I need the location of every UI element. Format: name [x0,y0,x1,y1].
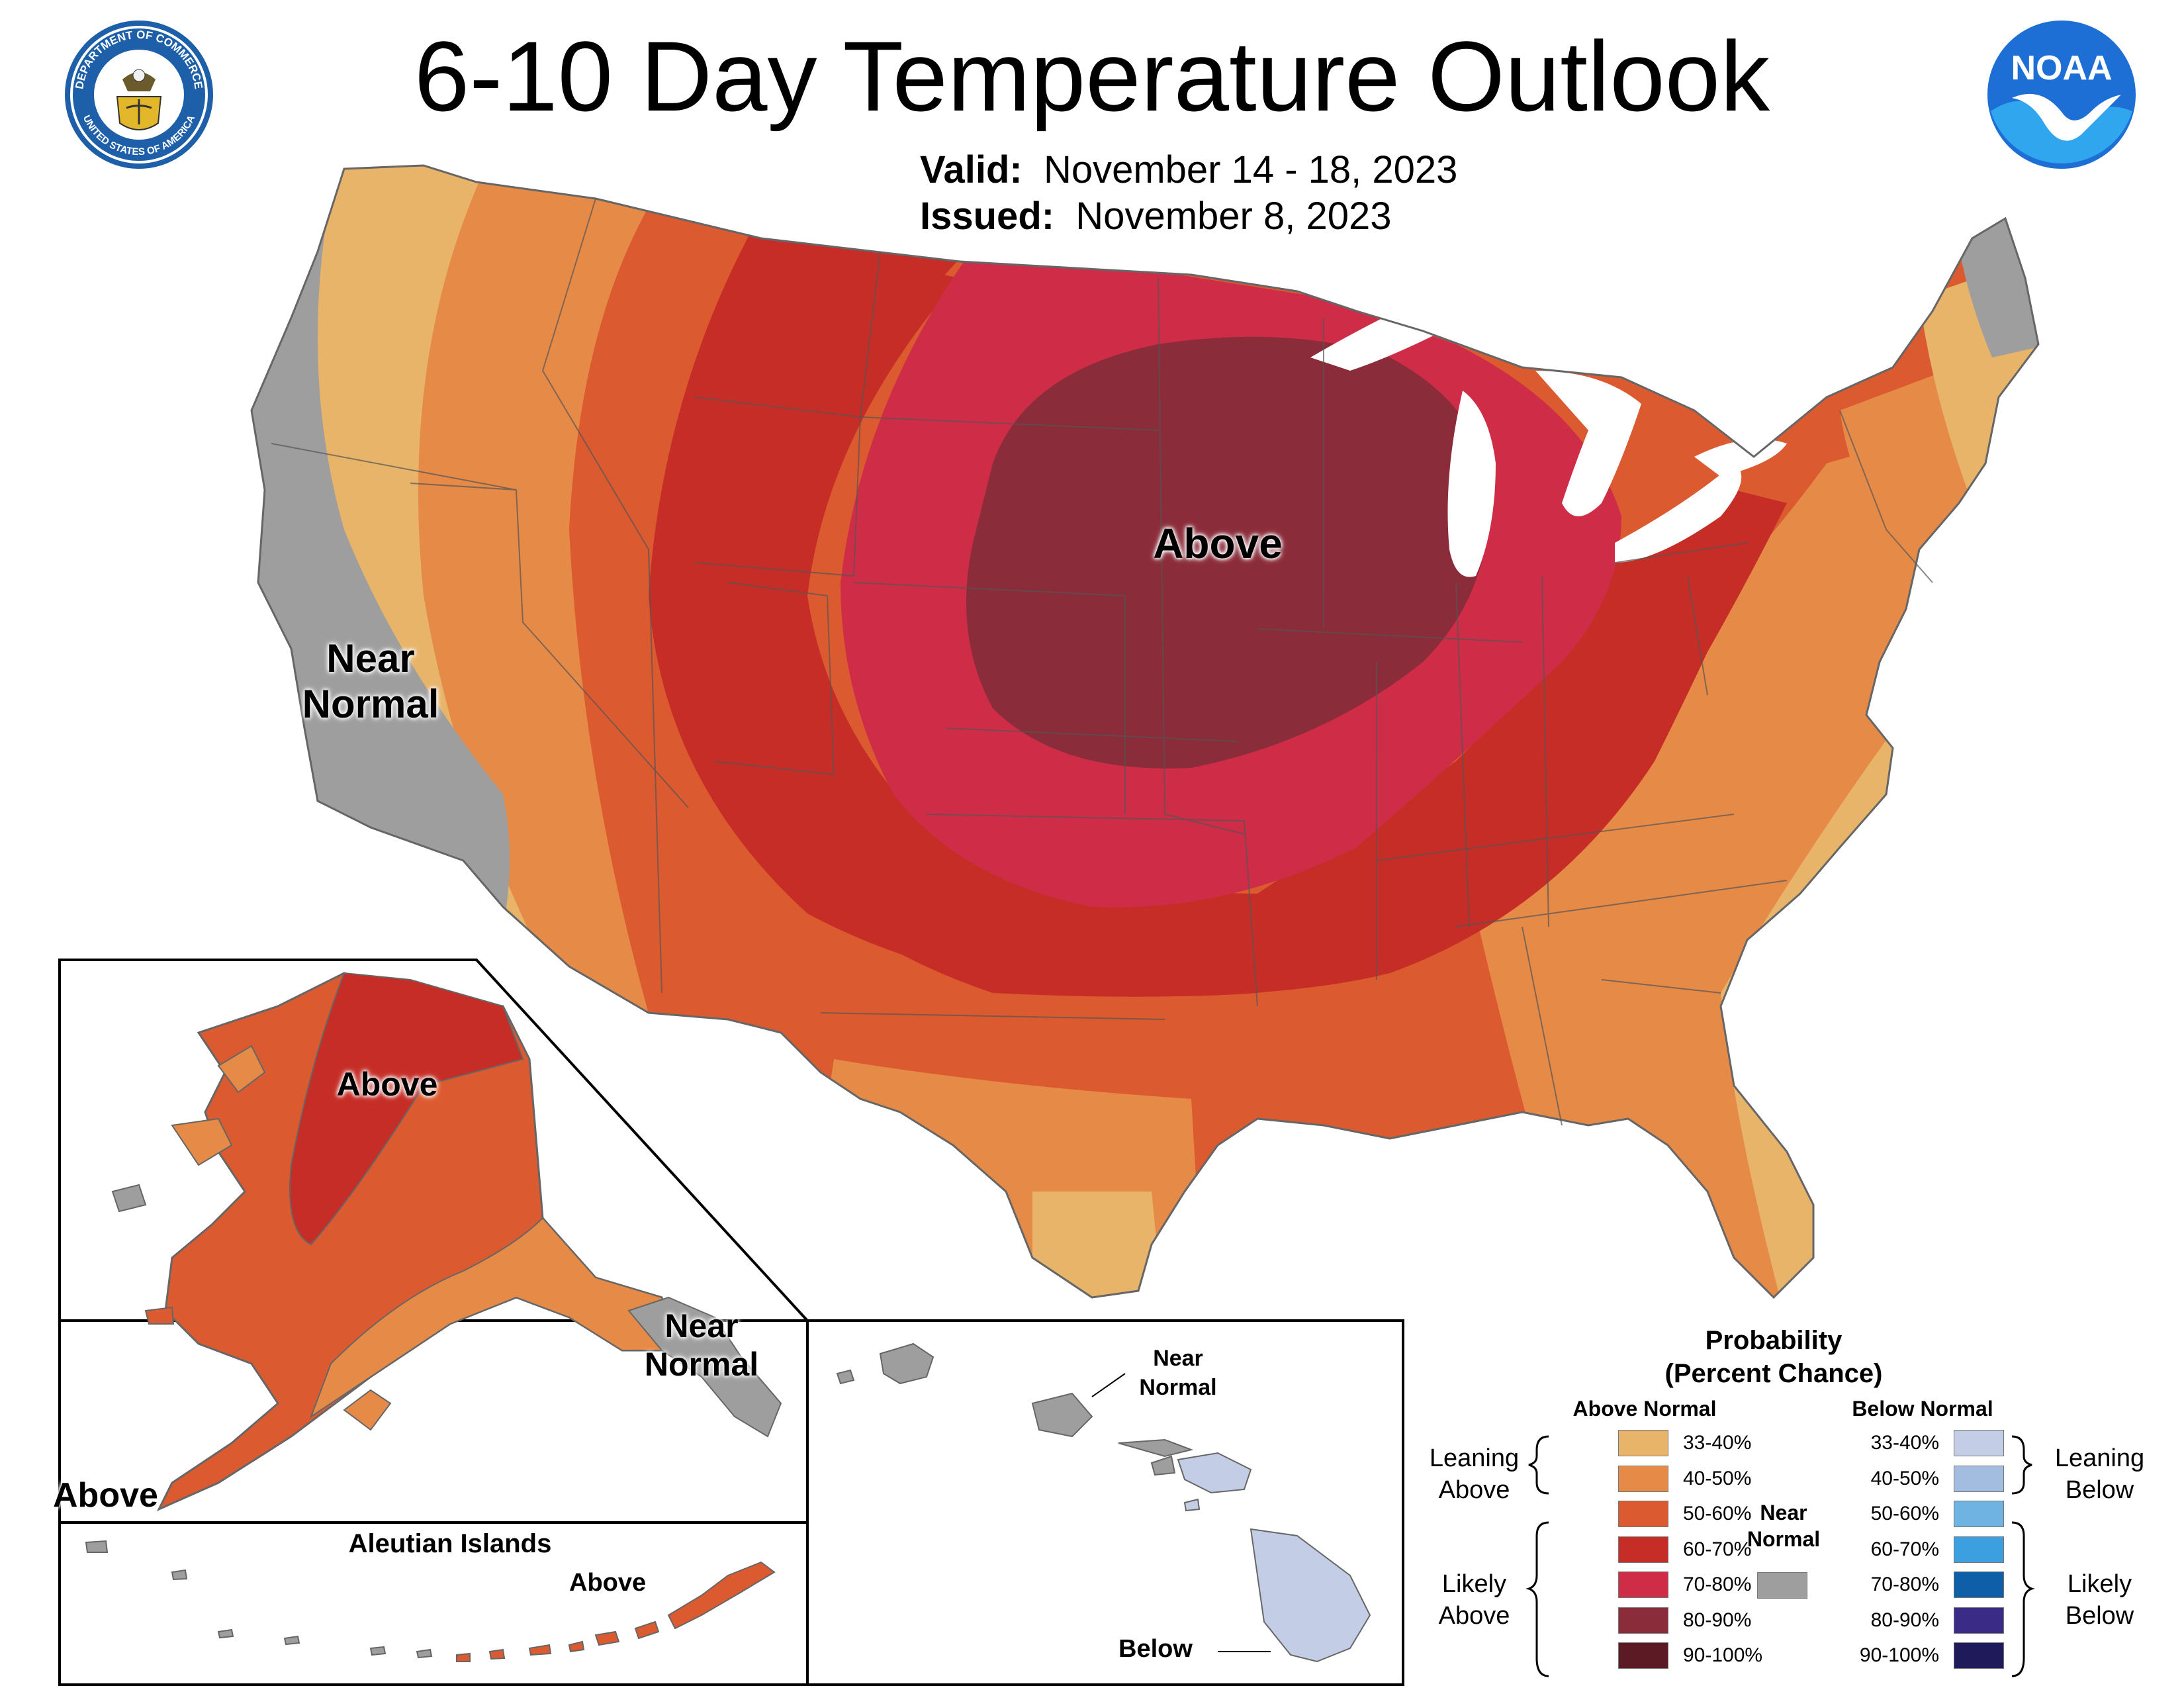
legend-leaning-below: Leaning Below [2045,1443,2154,1506]
legend-leaning-above: Leaning Above [1420,1443,1529,1506]
legend-above-label: 40-50% [1683,1467,1752,1489]
label-near-normal-hawaii-line2: Normal [1139,1375,1217,1401]
legend-likely-below: Likely Below [2045,1569,2154,1632]
label-below-hawaii: Below [1118,1635,1193,1663]
legend-below-row: 33-40% [1846,1430,2004,1456]
legend-above-row: 80-90% [1618,1607,1776,1634]
legend-likely-above-line1: Likely [1441,1570,1507,1598]
legend-likely-above: Likely Above [1420,1569,1529,1632]
legend-likely-below-line2: Below [2065,1601,2134,1630]
legend-leaning-below-line2: Below [2065,1476,2134,1504]
legend-braces [1525,1435,2035,1677]
valid-value: November 14 - 18, 2023 [1043,148,1458,191]
legend-above-label: 33-40% [1683,1432,1752,1454]
legend-title: Probability (Percent Chance) [1641,1324,1906,1390]
legend-leaning-above-line1: Leaning [1429,1444,1520,1472]
legend-above-swatch [1618,1501,1668,1527]
legend-above-label: 70-80% [1683,1573,1752,1595]
noaa-text: NOAA [2011,49,2112,87]
label-near-normal-hawaii-line1: Near [1153,1346,1203,1371]
legend-near-header-line2: Normal [1747,1527,1821,1551]
legend-below-swatch [1954,1536,2004,1563]
legend-above-row: 60-70% [1618,1536,1776,1563]
label-above-conus: Above [1153,520,1283,567]
legend-title-line1: Probability [1705,1326,1843,1355]
legend-below-label: 70-80% [1870,1573,1939,1595]
label-near-normal-alaska-line1: Near [664,1307,739,1344]
legend-below-swatch [1954,1571,2004,1598]
legend-above-row: 50-60% [1618,1501,1776,1527]
label-above-aleutian: Above [569,1569,647,1597]
legend-above-label: 80-90% [1683,1609,1752,1631]
issued-label: Issued: [920,194,1055,238]
legend-likely-above-line2: Above [1438,1601,1510,1630]
noaa-logo: NOAA [1987,21,2136,169]
issued-value: November 8, 2023 [1075,194,1392,238]
legend-above-row: 33-40% [1618,1430,1776,1456]
legend-above-swatch [1618,1430,1668,1456]
legend-below-label: 50-60% [1870,1503,1939,1524]
label-above-alaska: Above [336,1066,438,1103]
legend-above-header: Above Normal [1572,1397,1717,1421]
legend-above-label: 50-60% [1683,1503,1752,1524]
legend-above-swatch [1618,1571,1668,1598]
legend-below-row: 90-100% [1846,1642,2004,1669]
legend-below-row: 80-90% [1846,1607,2004,1634]
legend-below-label: 40-50% [1870,1467,1939,1489]
legend-below-label: 33-40% [1870,1432,1939,1454]
legend-below-swatch [1954,1607,2004,1634]
legend-below-swatch [1954,1465,2004,1492]
legend-below-row: 70-80% [1846,1571,2004,1598]
label-near-normal-conus-line1: Near [326,636,415,680]
label-above-alaska-south: Above [53,1476,158,1515]
legend-near-header: Near Normal [1734,1499,1833,1552]
legend-above-label: 60-70% [1683,1538,1752,1560]
valid-label: Valid: [920,148,1023,191]
legend-below-swatch [1954,1642,2004,1669]
legend-below-swatch [1954,1430,2004,1456]
legend-below-label: 60-70% [1870,1538,1939,1560]
legend-below-header: Below Normal [1852,1397,1993,1421]
legend-above-row: 70-80% [1618,1571,1776,1598]
legend-above-swatch [1618,1536,1668,1563]
label-near-normal-conus: Near Normal [258,635,483,727]
legend-below-label: 80-90% [1870,1609,1939,1631]
legend-above-row: 90-100% [1618,1642,1776,1669]
legend-below-row: 60-70% [1846,1536,2004,1563]
legend-likely-below-line1: Likely [2067,1570,2132,1598]
legend-above-swatch [1618,1642,1668,1669]
legend-near-swatch [1757,1572,1807,1599]
legend-below-row: 50-60% [1846,1501,2004,1527]
legend-above-label: 90-100% [1683,1644,1763,1666]
page-title: 6-10 Day Temperature Outlook [414,21,1770,132]
legend-leaning-below-line1: Leaning [2054,1444,2145,1472]
legend-below-row: 40-50% [1846,1465,2004,1492]
label-near-normal-alaska: Near Normal [622,1307,781,1383]
alaska-inset [58,959,811,1686]
legend-above-swatch [1618,1607,1668,1634]
legend-above-row: 40-50% [1618,1465,1776,1492]
label-near-normal-hawaii: Near Normal [1112,1344,1244,1402]
legend-near-header-line1: Near [1760,1501,1807,1524]
valid-dates: Valid: November 14 - 18, 2023 Issued: No… [920,147,1457,239]
label-near-normal-conus-line2: Normal [302,682,439,726]
legend-leaning-above-line2: Above [1438,1476,1510,1504]
aleutian-islands-title: Aleutian Islands [348,1529,552,1558]
legend-below-swatch [1954,1501,2004,1527]
legend-title-line2: (Percent Chance) [1664,1359,1883,1388]
commerce-seal-logo: DEPARTMENT OF COMMERCE UNITED STATES OF … [65,21,213,169]
legend-below-label: 90-100% [1859,1644,1939,1666]
label-near-normal-alaska-line2: Normal [644,1345,759,1383]
legend-above-swatch [1618,1465,1668,1492]
hawaii-inset [806,1319,1404,1686]
